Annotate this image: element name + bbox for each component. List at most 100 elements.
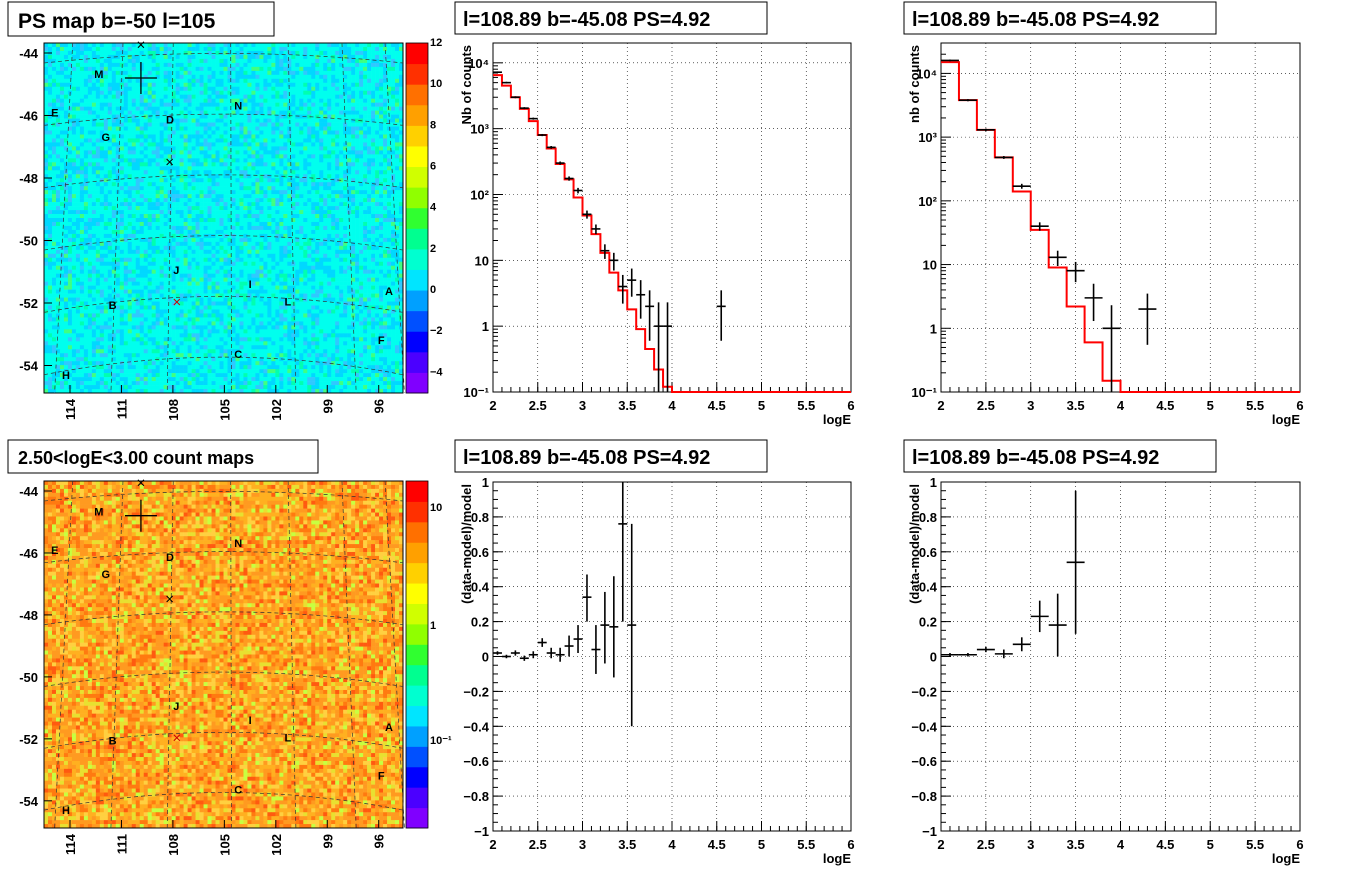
data-point bbox=[1030, 600, 1049, 633]
map-source-label: C bbox=[234, 349, 242, 361]
title-spec1: l=108.89 b=-45.08 PS=4.92 bbox=[454, 1, 768, 35]
x-tick-label: 3 bbox=[1027, 398, 1034, 413]
data-point bbox=[591, 224, 601, 235]
x-marker-red bbox=[173, 734, 181, 742]
data-point bbox=[627, 523, 637, 727]
map-frame bbox=[43, 42, 404, 394]
y-tick-label: −0.2 bbox=[463, 684, 489, 699]
map-source-label: F bbox=[378, 335, 385, 347]
colorbar-cell bbox=[406, 644, 428, 666]
map-source-label: E bbox=[51, 545, 58, 557]
map-y-tick-label: -44 bbox=[19, 46, 39, 61]
colorbar-cell bbox=[406, 290, 428, 312]
colorbar-cell bbox=[406, 501, 428, 523]
colorbar-tick-label: 2 bbox=[430, 243, 436, 255]
map-y-tick-label: -50 bbox=[19, 670, 38, 685]
data-point bbox=[1066, 261, 1085, 283]
x-marker bbox=[137, 479, 145, 487]
data-point bbox=[654, 302, 664, 392]
y-tick-label: 10⁻¹ bbox=[463, 385, 489, 400]
x-tick-label: 5.5 bbox=[797, 837, 815, 852]
y-tick-label: 0.4 bbox=[471, 580, 490, 595]
data-point bbox=[555, 647, 565, 662]
map-x-tick-label: 99 bbox=[320, 834, 335, 848]
x-tick-label: 6 bbox=[1296, 837, 1303, 852]
plot-frame bbox=[940, 481, 1301, 832]
model-histogram bbox=[941, 61, 1300, 393]
data-point bbox=[537, 133, 547, 137]
x-marker bbox=[166, 595, 174, 603]
colorbar-cell bbox=[406, 63, 428, 85]
data-point bbox=[941, 653, 959, 657]
data-point bbox=[600, 591, 610, 664]
map-lon-line bbox=[230, 480, 232, 829]
colorbar-tick-label: 6 bbox=[430, 161, 436, 173]
y-tick-label: 10⁴ bbox=[916, 66, 937, 81]
data-point bbox=[994, 156, 1013, 159]
y-axis-label: nb of counts bbox=[907, 45, 922, 123]
colorbar-cell bbox=[406, 521, 428, 543]
map-x-tick-label: 108 bbox=[166, 399, 181, 421]
y-tick-label: 10⁴ bbox=[468, 56, 489, 71]
map-source-label: I bbox=[249, 279, 252, 291]
x-tick-label: 5 bbox=[1207, 398, 1214, 413]
colorbar-tick-label: 10 bbox=[430, 502, 442, 514]
map-source-label: A bbox=[385, 722, 393, 734]
x-tick-label: 3.5 bbox=[1067, 837, 1085, 852]
data-point bbox=[618, 482, 628, 622]
map-source-label: J bbox=[173, 701, 179, 713]
x-tick-label: 2.5 bbox=[529, 398, 547, 413]
svg-text:l=108.89 b=-45.08 PS=4.92: l=108.89 b=-45.08 PS=4.92 bbox=[912, 447, 1159, 469]
map-x-tick-label: 114 bbox=[63, 833, 78, 855]
data-point bbox=[1048, 593, 1067, 657]
colorbar-cell bbox=[406, 145, 428, 168]
colorbar-cell bbox=[406, 807, 428, 829]
y-tick-label: −0.8 bbox=[463, 789, 489, 804]
x-tick-label: 4.5 bbox=[708, 398, 726, 413]
y-tick-label: −0.4 bbox=[911, 719, 937, 734]
map-source-label: D bbox=[166, 115, 174, 127]
colorbar-cell bbox=[406, 310, 428, 332]
title-map1: PS map b=-50 l=105 bbox=[7, 1, 275, 37]
colorbar-cell bbox=[406, 125, 428, 147]
data-point bbox=[1066, 490, 1085, 634]
x-axis-label: logE bbox=[823, 412, 851, 427]
data-point bbox=[609, 576, 619, 678]
plot-frame bbox=[492, 42, 852, 393]
map-y-tick-label: -52 bbox=[19, 732, 38, 747]
map-x-tick-label: 114 bbox=[63, 398, 78, 420]
map-lon-line bbox=[230, 42, 232, 394]
x-tick-label: 2 bbox=[937, 398, 944, 413]
data-point bbox=[958, 99, 977, 102]
data-point bbox=[510, 650, 520, 656]
data-point bbox=[600, 244, 610, 259]
x-tick-label: 4 bbox=[668, 398, 676, 413]
data-point bbox=[1012, 637, 1031, 652]
x-tick-label: 4 bbox=[1117, 837, 1125, 852]
x-tick-label: 2 bbox=[489, 398, 496, 413]
y-tick-label: 0.2 bbox=[471, 615, 489, 630]
map-source-label: I bbox=[249, 715, 252, 727]
map-y-tick-label: -48 bbox=[19, 608, 38, 623]
data-point bbox=[976, 646, 995, 653]
map-lon-line bbox=[110, 42, 124, 394]
data-point bbox=[1084, 283, 1103, 322]
map-frame bbox=[43, 480, 404, 829]
map-lon-line bbox=[54, 42, 74, 394]
y-tick-label: 10 bbox=[923, 258, 937, 273]
colorbar-cell bbox=[406, 228, 428, 250]
x-tick-label: 5 bbox=[1207, 837, 1214, 852]
x-tick-label: 5 bbox=[758, 398, 765, 413]
title-res1: l=108.89 b=-45.08 PS=4.92 bbox=[454, 439, 768, 473]
colorbar-cell bbox=[406, 542, 428, 564]
colorbar-tick-label: −2 bbox=[430, 325, 443, 337]
x-tick-label: 4 bbox=[1117, 398, 1125, 413]
y-axis-label: (data-model)/model bbox=[907, 484, 922, 604]
map-x-tick-label: 102 bbox=[269, 399, 284, 421]
x-tick-label: 4.5 bbox=[1156, 837, 1174, 852]
data-point bbox=[528, 651, 538, 659]
map-x-tick-label: 105 bbox=[217, 399, 232, 421]
x-tick-label: 6 bbox=[1296, 398, 1303, 413]
map-x-tick-label: 108 bbox=[166, 834, 181, 856]
